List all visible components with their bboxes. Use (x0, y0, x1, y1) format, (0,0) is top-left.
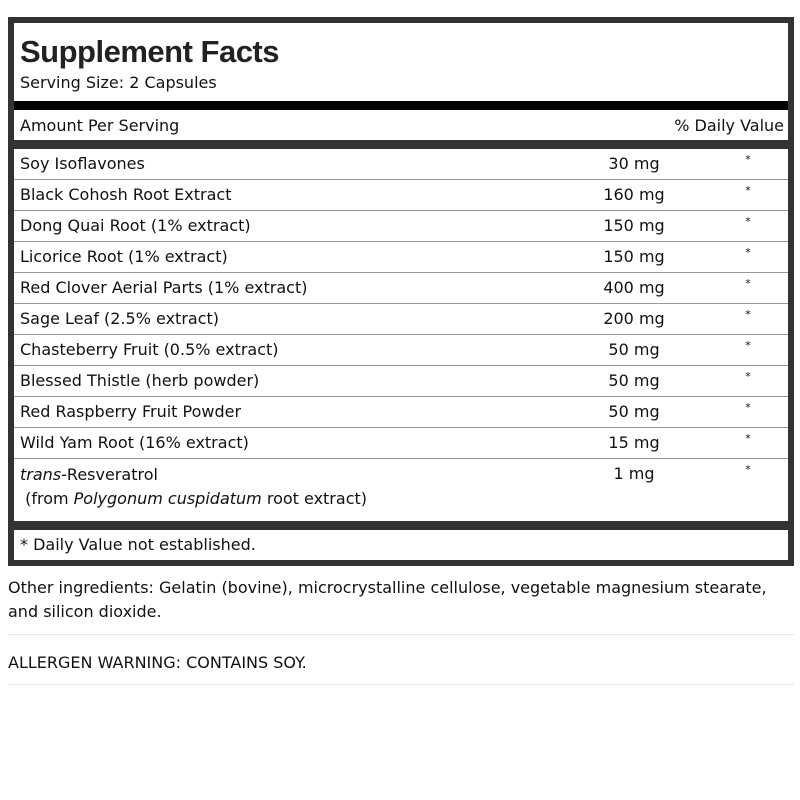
ingredient-amount: 1 mg (613, 464, 655, 483)
ingredient-row-resveratrol: trans-Resveratrol (from Polygonum cuspid… (14, 459, 788, 521)
ingredient-name: Chasteberry Fruit (0.5% extract) (20, 340, 279, 359)
ingredient-dv: * (745, 401, 751, 414)
ingredient-dv: * (745, 308, 751, 321)
ingredient-name: Red Clover Aerial Parts (1% extract) (20, 278, 308, 297)
footnote: * Daily Value not established. (20, 535, 256, 554)
ingredient-name: Licorice Root (1% extract) (20, 247, 228, 266)
ingredient-row: Blessed Thistle (herb powder) 50 mg * (14, 366, 788, 397)
ingredient-amount: 200 mg (603, 309, 665, 328)
thick-divider (14, 101, 788, 110)
source-close: root extract) (261, 489, 367, 508)
ingredient-name: Soy Isoflavones (20, 154, 145, 173)
serving-size: Serving Size: 2 Capsules (20, 73, 217, 92)
divider (14, 521, 788, 530)
ingredient-row: Black Cohosh Root Extract 160 mg * (14, 180, 788, 211)
ingredient-amount: 50 mg (608, 371, 660, 390)
ingredient-dv: * (745, 463, 751, 476)
italic-prefix: trans (20, 465, 62, 484)
divider (14, 140, 788, 149)
ingredient-dv: * (745, 215, 751, 228)
ingredient-name: Sage Leaf (2.5% extract) (20, 309, 220, 328)
ingredient-name: trans-Resveratrol (from Polygonum cuspid… (20, 459, 560, 521)
ingredient-name: Dong Quai Root (1% extract) (20, 216, 251, 235)
column-header: Amount Per Serving % Daily Value (14, 110, 788, 140)
ingredient-dv: * (745, 246, 751, 259)
ingredient-dv: * (745, 339, 751, 352)
allergen-warning: ALLERGEN WARNING: CONTAINS SOY. (8, 648, 794, 685)
panel-title: Supplement Facts (20, 34, 280, 69)
ingredient-row: Sage Leaf (2.5% extract) 200 mg * (14, 304, 788, 335)
ingredient-name: Red Raspberry Fruit Powder (20, 402, 242, 421)
other-ingredients: Other ingredients: Gelatin (bovine), mic… (8, 576, 794, 635)
supplement-facts-panel: Supplement Facts Serving Size: 2 Capsule… (8, 17, 794, 566)
ingredient-name: Blessed Thistle (herb powder) (20, 371, 260, 390)
ingredient-row: Red Raspberry Fruit Powder 50 mg * (14, 397, 788, 428)
ingredient-dv: * (745, 277, 751, 290)
daily-value-label: % Daily Value (674, 116, 784, 135)
ingredient-row: Chasteberry Fruit (0.5% extract) 50 mg * (14, 335, 788, 366)
ingredient-amount: 150 mg (603, 247, 665, 266)
ingredient-amount: 30 mg (608, 154, 660, 173)
ingredient-row: Wild Yam Root (16% extract) 15 mg * (14, 428, 788, 459)
ingredient-dv: * (745, 153, 751, 166)
species-name: Polygonum cuspidatum (73, 489, 262, 508)
ingredient-dv: * (745, 184, 751, 197)
amount-per-serving-label: Amount Per Serving (20, 116, 180, 135)
ingredient-row: Soy Isoflavones 30 mg * (14, 149, 788, 180)
ingredient-row: Red Clover Aerial Parts (1% extract) 400 … (14, 273, 788, 304)
ingredient-amount: 50 mg (608, 340, 660, 359)
ingredient-name: Black Cohosh Root Extract (20, 185, 232, 204)
ingredient-dv: * (745, 370, 751, 383)
ingredient-row: Licorice Root (1% extract) 150 mg * (14, 242, 788, 273)
ingredient-list: Soy Isoflavones 30 mg * Black Cohosh Root E… (14, 149, 788, 521)
name-text: -Resveratrol (61, 465, 158, 484)
ingredient-amount: 15 mg (608, 433, 660, 452)
source-open: (from (20, 489, 74, 508)
ingredient-amount: 150 mg (603, 216, 665, 235)
ingredient-dv: * (745, 432, 751, 445)
ingredient-name: Wild Yam Root (16% extract) (20, 433, 249, 452)
ingredient-amount: 400 mg (603, 278, 665, 297)
ingredient-amount: 160 mg (603, 185, 665, 204)
ingredient-amount: 50 mg (608, 402, 660, 421)
ingredient-row: Dong Quai Root (1% extract) 150 mg * (14, 211, 788, 242)
